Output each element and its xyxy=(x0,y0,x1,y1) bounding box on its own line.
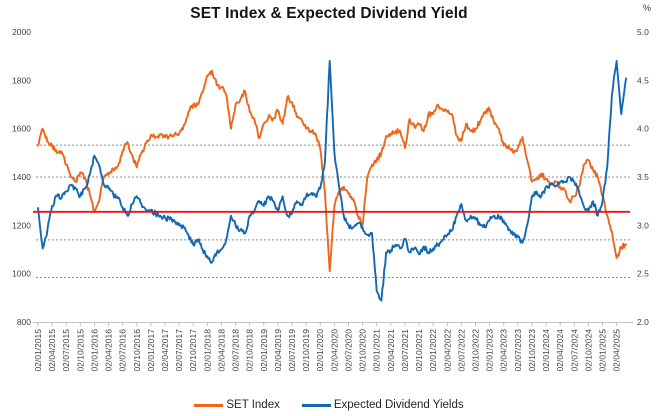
y-axis-label-left: 1800 xyxy=(12,75,31,85)
x-axis-label: 02/10/2021 xyxy=(414,329,424,372)
x-axis-label: 02/01/2016 xyxy=(89,329,99,372)
x-axis-label: 02/10/2015 xyxy=(75,329,85,372)
x-axis-label: 02/04/2015 xyxy=(47,329,57,372)
legend-item-set-index: SET Index xyxy=(194,399,280,411)
x-axis-label: 02/10/2018 xyxy=(245,329,255,372)
expected-dividend-yields-line xyxy=(37,60,627,302)
x-axis-label: 02/07/2022 xyxy=(456,329,466,372)
x-axis-label: 02/10/2019 xyxy=(301,329,311,372)
legend-label-expected-dividend-yields: Expected Dividend Yields xyxy=(333,399,464,411)
x-axis-label: 02/04/2025 xyxy=(612,329,622,372)
x-axis-label: 02/01/2024 xyxy=(541,329,551,372)
x-axis-label: 02/01/2019 xyxy=(259,329,269,372)
expected-dividend-yields-line-swatch-icon xyxy=(301,403,331,407)
y-axis-label-right: 2.0 xyxy=(637,317,649,327)
legend: SET Index Expected Dividend Yields xyxy=(0,399,658,411)
y-axis-label-right: 3.5 xyxy=(637,172,649,182)
y-axis-label-right: 3.0 xyxy=(637,220,649,230)
y-axis-label-left: 2000 xyxy=(12,27,31,37)
y-axis-label-right: 2.5 xyxy=(637,269,649,279)
x-axis-label: 02/04/2022 xyxy=(442,329,452,372)
x-axis-label: 02/07/2021 xyxy=(400,329,410,372)
x-axis-label: 02/04/2024 xyxy=(555,329,565,372)
x-axis-label: 02/10/2020 xyxy=(358,329,368,372)
x-axis-label: 02/10/2022 xyxy=(470,329,480,372)
y-axis-label-right: 4.5 xyxy=(637,75,649,85)
x-axis-label: 02/07/2020 xyxy=(343,329,353,372)
x-axis-label: 02/04/2019 xyxy=(273,329,283,372)
x-axis-label: 02/07/2023 xyxy=(513,329,523,372)
x-axis-label: 02/01/2018 xyxy=(202,329,212,372)
x-axis-label: 02/04/2023 xyxy=(499,329,509,372)
x-axis-label: 02/01/2022 xyxy=(428,329,438,372)
legend-item-expected-dividend-yields: Expected Dividend Yields xyxy=(301,399,464,411)
y-axis-label-left: 800 xyxy=(17,317,31,327)
x-axis-label: 02/07/2018 xyxy=(231,329,241,372)
y-axis-label-left: 1200 xyxy=(12,220,31,230)
x-axis-label: 02/04/2018 xyxy=(216,329,226,372)
legend-label-set-index: SET Index xyxy=(226,399,280,411)
x-axis-label: 02/04/2021 xyxy=(386,329,396,372)
y-axis-label-left: 1600 xyxy=(12,124,31,134)
y-axis-label-right: 5.0 xyxy=(637,27,649,37)
set-index-line-swatch-icon xyxy=(194,403,224,407)
x-axis-label: 02/04/2020 xyxy=(329,329,339,372)
y-axis-label-left: 1400 xyxy=(12,172,31,182)
x-axis-label: 02/10/2017 xyxy=(188,329,198,372)
x-axis-label: 02/01/2015 xyxy=(33,329,43,372)
y-axis-label-left: 1000 xyxy=(12,269,31,279)
y-axis-label-right: 4.0 xyxy=(637,124,649,134)
x-axis-label: 02/07/2019 xyxy=(287,329,297,372)
x-axis-label: 02/10/2023 xyxy=(527,329,537,372)
x-axis-label: 02/01/2023 xyxy=(485,329,495,372)
x-axis-label: 02/01/2020 xyxy=(315,329,325,372)
x-axis-label: 02/07/2015 xyxy=(61,329,71,372)
x-axis-label: 02/07/2016 xyxy=(118,329,128,372)
right-axis-unit-label: % xyxy=(642,3,651,13)
x-axis-label: 02/10/2024 xyxy=(583,329,593,372)
x-axis-label: 02/04/2016 xyxy=(104,329,114,372)
x-axis-label: 02/01/2021 xyxy=(372,329,382,372)
x-axis-label: 02/01/2017 xyxy=(146,329,156,372)
x-axis-label: 02/07/2017 xyxy=(174,329,184,372)
set-index-line xyxy=(37,69,627,273)
x-axis-label: 02/10/2016 xyxy=(132,329,142,372)
chart-title: SET Index & Expected Dividend Yield xyxy=(190,5,468,22)
x-axis-label: 02/07/2024 xyxy=(569,329,579,372)
x-axis-label: 02/04/2017 xyxy=(160,329,170,372)
x-axis-label: 02/01/2025 xyxy=(597,329,607,372)
